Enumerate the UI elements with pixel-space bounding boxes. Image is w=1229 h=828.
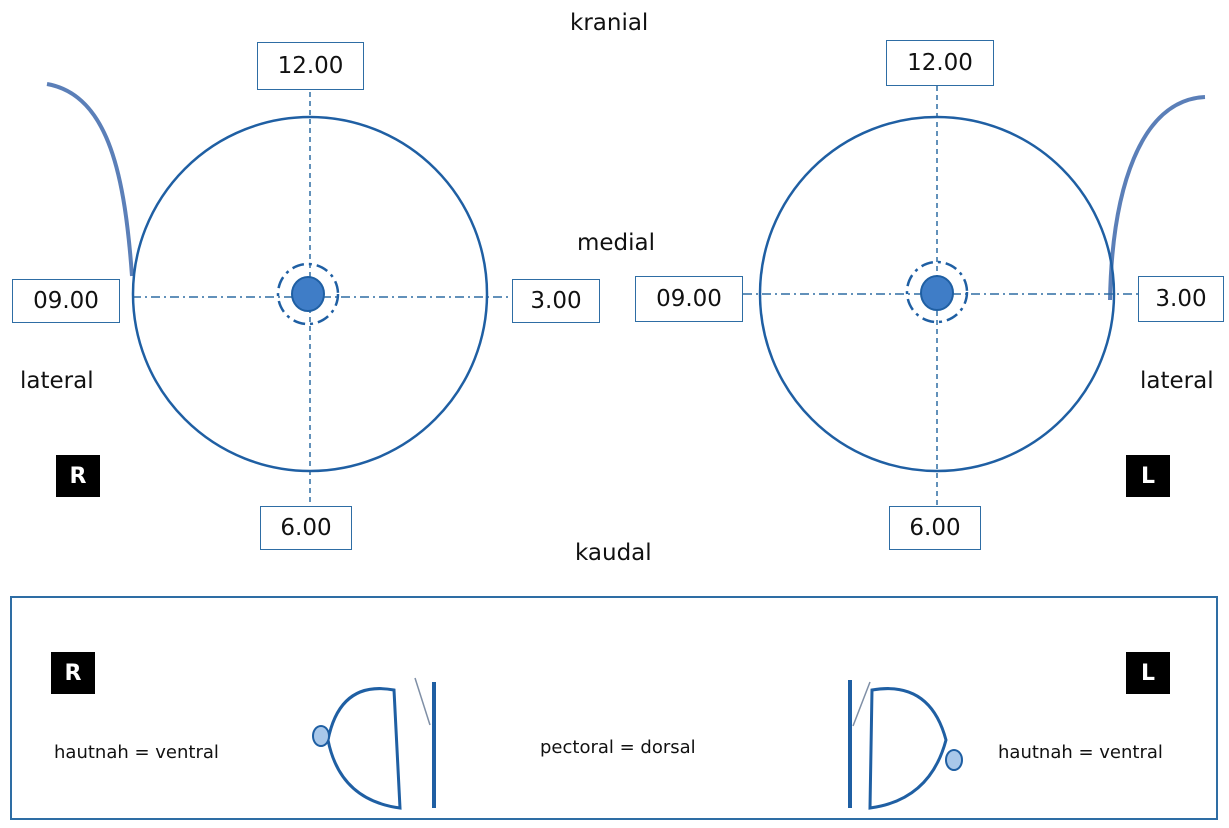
right-clock-3: 3.00 — [512, 279, 600, 323]
right-pectoral-tangent — [414, 677, 431, 726]
right-axilla-curve — [46, 82, 134, 277]
panel-right-badge: R — [51, 652, 95, 694]
panel-right-label: hautnah = ventral — [54, 742, 219, 763]
left-breast-circle — [758, 115, 1116, 473]
right-clock-9: 09.00 — [12, 279, 120, 323]
left-axilla-curve — [1108, 95, 1206, 301]
left-side-badge: L — [1126, 455, 1170, 497]
right-breast-circle — [131, 115, 489, 473]
right-nipple — [291, 276, 325, 312]
left-clock-12: 12.00 — [886, 40, 994, 86]
right-clock-12: 12.00 — [257, 42, 364, 90]
left-clock-9: 09.00 — [635, 276, 743, 322]
label-kranial: kranial — [570, 10, 649, 36]
left-clock-3: 3.00 — [1138, 276, 1224, 322]
label-lateral-right-breast: lateral — [20, 368, 94, 394]
right-areola-ring — [276, 262, 340, 326]
profile-panel — [10, 596, 1218, 820]
right-side-badge: R — [56, 455, 100, 497]
right-clock-6: 6.00 — [260, 506, 352, 550]
left-profile-shape — [868, 687, 948, 810]
left-profile-nipple — [945, 749, 963, 771]
label-lateral-left-breast: lateral — [1140, 368, 1214, 394]
right-profile-nipple — [312, 725, 330, 747]
left-clock-6: 6.00 — [889, 506, 981, 550]
label-kaudal: kaudal — [575, 540, 652, 566]
label-medial: medial — [577, 230, 656, 256]
left-pectoral-tangent — [852, 681, 871, 727]
left-nipple — [920, 275, 954, 311]
panel-left-label: hautnah = ventral — [998, 742, 1163, 763]
left-areola-ring — [905, 260, 969, 324]
panel-left-badge: L — [1126, 652, 1170, 694]
panel-center-label: pectoral = dorsal — [540, 737, 696, 758]
